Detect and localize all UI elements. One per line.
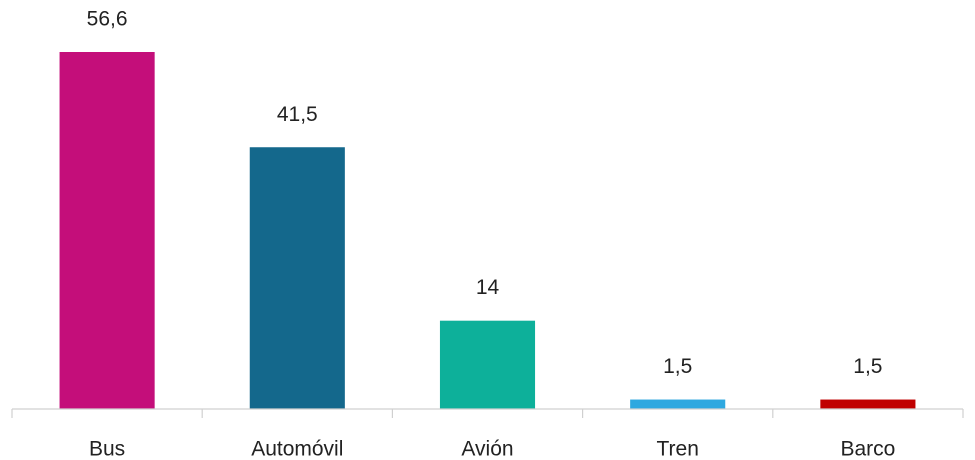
value-label: 1,5 [663,355,692,378]
value-label: 14 [476,276,500,299]
x-tick-label: Tren [656,438,698,460]
value-label: 41,5 [277,103,318,126]
bar [820,399,916,409]
x-tick-label: Automóvil [251,438,343,460]
bar [630,399,726,409]
value-label: 1,5 [853,355,882,378]
x-tick-label: Bus [89,438,125,460]
bar [249,147,345,409]
x-tick-label: Barco [840,438,895,460]
value-label: 56,6 [87,8,128,31]
x-tick-label: Avión [461,438,513,460]
bar [59,52,155,409]
bar [439,320,536,409]
